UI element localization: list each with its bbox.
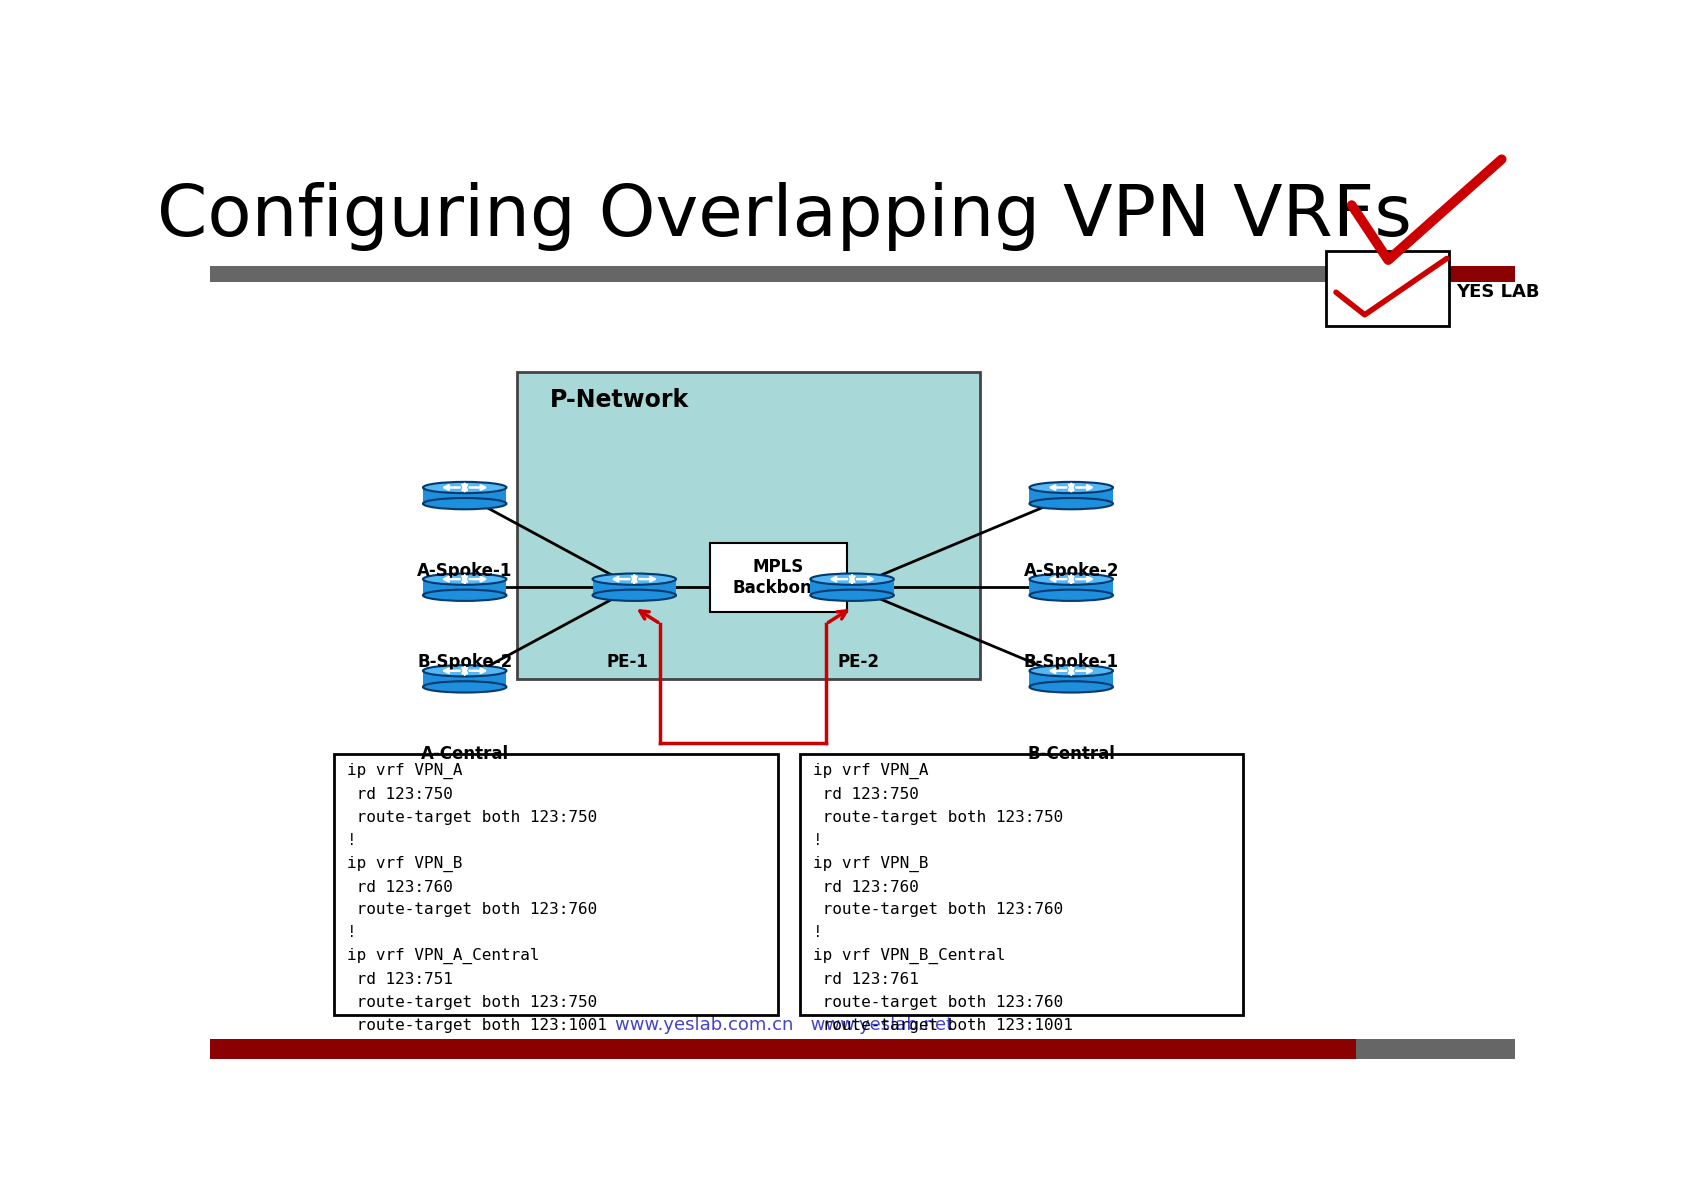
Text: ip vrf VPN_A
 rd 123:750
 route-target both 123:750
!
ip vrf VPN_B
 rd 123:760
 : ip vrf VPN_A rd 123:750 route-target bot…: [346, 763, 607, 1033]
Ellipse shape: [422, 665, 506, 676]
FancyBboxPatch shape: [1029, 580, 1112, 595]
Ellipse shape: [809, 589, 893, 601]
Ellipse shape: [1029, 482, 1112, 493]
Ellipse shape: [422, 589, 506, 601]
Text: MPLS
Backbone: MPLS Backbone: [732, 558, 824, 597]
Ellipse shape: [592, 589, 676, 601]
Text: PE-2: PE-2: [838, 653, 880, 671]
FancyBboxPatch shape: [811, 580, 893, 595]
Ellipse shape: [422, 482, 506, 493]
FancyBboxPatch shape: [516, 371, 979, 678]
FancyBboxPatch shape: [422, 488, 506, 503]
Ellipse shape: [1029, 589, 1112, 601]
Ellipse shape: [422, 574, 506, 584]
Ellipse shape: [1029, 665, 1112, 676]
FancyBboxPatch shape: [210, 265, 1337, 282]
Text: P-Network: P-Network: [548, 388, 688, 413]
Text: Configuring Overlapping VPN VRFs: Configuring Overlapping VPN VRFs: [156, 182, 1411, 251]
Ellipse shape: [592, 574, 676, 584]
Text: A-Spoke-1: A-Spoke-1: [417, 562, 511, 580]
Text: ip vrf VPN_A
 rd 123:750
 route-target both 123:750
!
ip vrf VPN_B
 rd 123:760
 : ip vrf VPN_A rd 123:750 route-target bot…: [812, 763, 1071, 1033]
Text: B-Spoke-2: B-Spoke-2: [417, 653, 511, 671]
Ellipse shape: [809, 574, 893, 584]
Ellipse shape: [1029, 574, 1112, 584]
Ellipse shape: [1029, 681, 1112, 693]
Text: PE-1: PE-1: [607, 653, 648, 671]
Ellipse shape: [422, 497, 506, 509]
Text: B-Spoke-1: B-Spoke-1: [1023, 653, 1119, 671]
FancyBboxPatch shape: [210, 1039, 1354, 1059]
Text: www.yeslab.com.cn   www.yeslab.net: www.yeslab.com.cn www.yeslab.net: [616, 1016, 952, 1034]
FancyBboxPatch shape: [1337, 265, 1514, 282]
FancyBboxPatch shape: [422, 580, 506, 595]
Text: B-Central: B-Central: [1026, 745, 1115, 763]
FancyBboxPatch shape: [1029, 671, 1112, 687]
Ellipse shape: [422, 681, 506, 693]
FancyBboxPatch shape: [422, 671, 506, 687]
FancyBboxPatch shape: [1325, 251, 1448, 326]
FancyBboxPatch shape: [1029, 488, 1112, 503]
FancyBboxPatch shape: [592, 580, 676, 595]
FancyBboxPatch shape: [1354, 1039, 1514, 1059]
FancyBboxPatch shape: [335, 754, 777, 1015]
Text: A-Central: A-Central: [420, 745, 508, 763]
Ellipse shape: [1029, 497, 1112, 509]
FancyBboxPatch shape: [710, 543, 846, 612]
FancyBboxPatch shape: [799, 754, 1243, 1015]
Text: YES LAB: YES LAB: [1455, 283, 1539, 301]
Text: A-Spoke-2: A-Spoke-2: [1023, 562, 1119, 580]
